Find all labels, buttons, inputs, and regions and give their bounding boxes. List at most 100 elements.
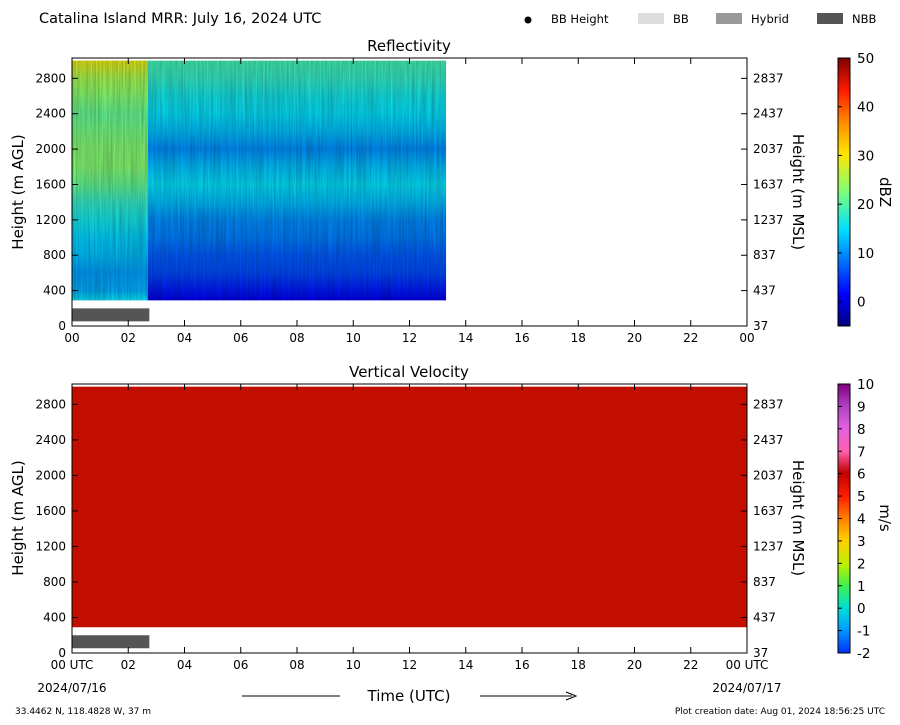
velocity-panel: Vertical Velocity 00 UTC 02 04 06 08 10 12 14 16…: [9, 363, 894, 672]
dbz-colorbar-label: dBZ: [876, 177, 894, 207]
header-legend: BB Height BB Hybrid NBB: [524, 12, 876, 26]
x-tick-label: 22: [683, 658, 698, 672]
reflectivity-panel: Reflectivity 00 02 04 06 08 10 12 14 16 18 20 22 000…: [9, 37, 894, 345]
colorbar-tick-label: 40: [857, 100, 874, 116]
colorbar-tick-label: 2: [857, 556, 866, 572]
y2-tick-label: 1637: [753, 177, 784, 191]
y-tick-label: 1200: [35, 539, 66, 553]
y-tick-label: 1600: [35, 504, 66, 518]
x-tick-label: 14: [458, 658, 473, 672]
y-tick-label: 2800: [35, 397, 66, 411]
x-tick-label: 22: [683, 331, 698, 345]
legend-label-3: NBB: [852, 12, 876, 26]
y2-tick-label: 1637: [753, 504, 784, 518]
legend-marker-2: [716, 13, 742, 24]
x-tick-label: 18: [571, 658, 586, 672]
x-tick-label: 02: [121, 331, 136, 345]
velocity-colorbar-label: m/s: [876, 504, 894, 532]
velocity-field: [72, 386, 747, 628]
x-tick-label: 20: [627, 658, 642, 672]
dbz-colorbar-ticks: 0 10 20 30 40 50: [838, 51, 874, 311]
colorbar-tick-label: 10: [857, 246, 874, 262]
end-date-label: 2024/07/17: [712, 681, 781, 695]
velocity-y2label: Height (m MSL): [789, 460, 807, 576]
colorbar-tick-label: -1: [857, 624, 870, 640]
colorbar-tick-label: 8: [857, 422, 866, 438]
colorbar-tick-label: 20: [857, 197, 874, 213]
reflectivity-title: Reflectivity: [367, 37, 451, 55]
x-tick-label: 12: [402, 331, 417, 345]
x-tick-label: 04: [177, 331, 192, 345]
nbb-bar: [72, 308, 150, 322]
dbz-colorbar: [837, 57, 851, 327]
legend-label-2: Hybrid: [751, 12, 789, 26]
y-tick-label: 800: [43, 248, 66, 262]
y2-tick-label: 2037: [753, 468, 784, 482]
y-tick-label: 2400: [35, 107, 66, 121]
colorbar-tick-label: 50: [857, 51, 874, 67]
nbb-bar: [72, 635, 150, 649]
y-tick-label: 1600: [35, 177, 66, 191]
y2-tick-label: 437: [753, 284, 776, 298]
colorbar-tick-label: 3: [857, 534, 866, 550]
x-tick-label: 16: [514, 658, 529, 672]
colorbar-tick-label: 0: [857, 295, 866, 311]
x-tick-label: 18: [571, 331, 586, 345]
y2-tick-label: 2837: [753, 71, 784, 85]
y-tick-label: 2000: [35, 142, 66, 156]
colorbar-tick-label: 0: [857, 601, 866, 617]
colorbar-tick-label: 7: [857, 444, 866, 460]
colorbar-tick-label: 4: [857, 512, 866, 528]
x-tick-label: 10: [346, 331, 361, 345]
legend-marker-1: [638, 13, 664, 24]
y2-tick-label: 1237: [753, 213, 784, 227]
y-tick-label: 2000: [35, 468, 66, 482]
x-tick-label: 00 UTC: [51, 658, 94, 672]
figure-title: Catalina Island MRR: July 16, 2024 UTC: [39, 11, 321, 27]
x-tick-label: 16: [514, 331, 529, 345]
y-tick-label: 2800: [35, 71, 66, 85]
velocity-data-layer: [72, 386, 747, 649]
colorbar-tick-label: 5: [857, 489, 866, 505]
y2-tick-label: 2437: [753, 433, 784, 447]
y-tick-label: 2400: [35, 433, 66, 447]
colorbar-tick-label: 9: [857, 399, 866, 415]
y-tick-label: 0: [58, 319, 66, 333]
y2-tick-label: 837: [753, 248, 776, 262]
legend-label-1: BB: [673, 12, 689, 26]
time-arrow-head-icon: [565, 691, 578, 701]
x-tick-label: 08: [289, 331, 304, 345]
y2-tick-label: 37: [753, 319, 768, 333]
x-tick-label: 00: [64, 331, 79, 345]
colorbar-tick-label: -2: [857, 646, 870, 662]
colorbar-tick-label: 6: [857, 467, 866, 483]
legend-label-0: BB Height: [551, 12, 609, 26]
reflectivity-ylabel: Height (m AGL): [9, 134, 27, 249]
legend-marker-0: [524, 16, 532, 24]
start-date-label: 2024/07/16: [37, 681, 106, 695]
y2-tick-label: 2837: [753, 397, 784, 411]
y-tick-label: 400: [43, 610, 66, 624]
y2-tick-label: 1237: [753, 539, 784, 553]
x-tick-label: 12: [402, 658, 417, 672]
x-tick-label: 00: [739, 331, 754, 345]
y-tick-label: 800: [43, 575, 66, 589]
colorbar-tick-label: 10: [857, 377, 874, 393]
x-tick-label: 04: [177, 658, 192, 672]
x-tick-label: 02: [121, 658, 136, 672]
velocity-ylabel: Height (m AGL): [9, 460, 27, 575]
legend-marker-3: [817, 13, 843, 24]
x-tick-label: 08: [289, 658, 304, 672]
colorbar-tick-label: 1: [857, 579, 866, 595]
x-tick-label: 20: [627, 331, 642, 345]
y2-tick-label: 2437: [753, 107, 784, 121]
y2-tick-label: 437: [753, 610, 776, 624]
reflectivity-y2label: Height (m MSL): [789, 134, 807, 250]
x-axis-title: Time (UTC): [367, 687, 451, 705]
x-tick-label: 06: [233, 331, 248, 345]
x-tick-label: 14: [458, 331, 473, 345]
velocity-title: Vertical Velocity: [349, 363, 469, 381]
